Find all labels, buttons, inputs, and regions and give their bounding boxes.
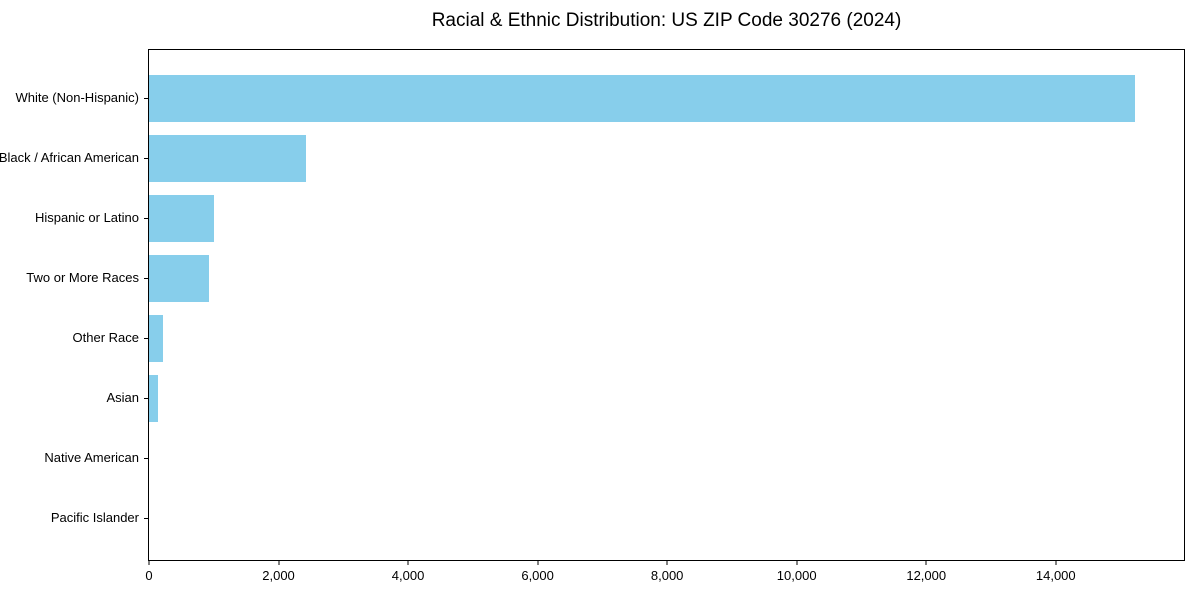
y-tick xyxy=(144,278,149,279)
x-axis-tick-label: 12,000 xyxy=(906,568,947,583)
x-tick xyxy=(1055,560,1057,565)
y-axis-label: Asian xyxy=(106,390,139,405)
y-axis-label: Native American xyxy=(44,450,139,465)
x-axis-tick-label: 10,000 xyxy=(776,568,817,583)
y-tick xyxy=(144,518,149,519)
x-tick xyxy=(278,560,280,565)
x-axis-tick-label: 14,000 xyxy=(1035,568,1076,583)
x-axis-tick-label: 4,000 xyxy=(391,568,425,583)
y-tick xyxy=(144,98,149,99)
y-axis-label: White (Non-Hispanic) xyxy=(15,90,139,105)
x-tick xyxy=(407,560,409,565)
bar-two-or-more-races xyxy=(149,254,209,302)
y-tick xyxy=(144,398,149,399)
x-tick xyxy=(666,560,668,565)
bar-other-race xyxy=(149,314,164,362)
x-tick xyxy=(796,560,798,565)
x-axis-tick-label: 2,000 xyxy=(262,568,295,583)
x-tick xyxy=(537,560,539,565)
y-tick xyxy=(144,218,149,219)
x-tick xyxy=(925,560,927,565)
bar-asian xyxy=(149,374,159,422)
y-tick xyxy=(144,158,149,159)
y-axis-label: Other Race xyxy=(72,330,139,345)
y-axis-label: Hispanic or Latino xyxy=(34,210,139,225)
plot-area: White (Non-Hispanic) Black / African Amer… xyxy=(0,49,1185,583)
bar-black-african-american xyxy=(149,134,307,182)
x-axis-tick-label: 0 xyxy=(145,568,153,583)
y-axis-label: Two or More Races xyxy=(26,270,139,285)
y-axis-label: Pacific Islander xyxy=(50,510,139,525)
x-tick xyxy=(148,560,150,565)
bar-hispanic-or-latino xyxy=(149,194,215,242)
y-tick xyxy=(144,338,149,339)
x-axis-tick-label: 6,000 xyxy=(521,568,554,583)
y-tick xyxy=(144,458,149,459)
x-axis-tick-label: 8,000 xyxy=(650,568,684,583)
y-axis-label: Black / African American xyxy=(0,150,139,165)
bar-white-non-hispanic xyxy=(149,74,1135,122)
chart-title: Racial & Ethnic Distribution: US ZIP Cod… xyxy=(431,10,902,31)
